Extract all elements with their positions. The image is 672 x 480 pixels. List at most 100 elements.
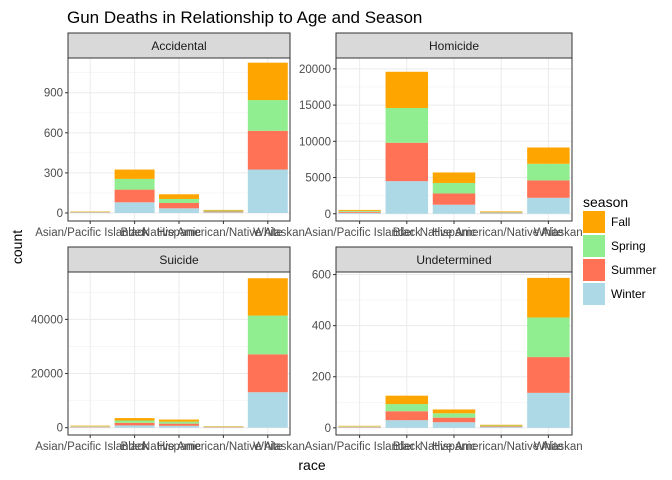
bar-segment-fall	[247, 278, 288, 316]
bar-segment-spring	[527, 317, 570, 358]
bar-segment-spring	[432, 413, 476, 418]
legend-key-winter	[583, 283, 605, 305]
x-tick-label: Native American/Native Alaskan	[142, 227, 305, 239]
legend: season Fall Spring Summer Winter	[583, 194, 656, 305]
bar-segment-spring	[479, 212, 523, 213]
bar-segment-spring	[247, 100, 288, 131]
y-tick-label: 0	[57, 208, 63, 220]
bar-segment-fall	[385, 71, 429, 108]
y-tick-label: 20000	[31, 369, 63, 381]
bar-segment-summer	[203, 211, 244, 213]
bar-segment-summer	[432, 417, 476, 423]
y-tick-label: 20000	[299, 64, 331, 76]
legend-title: season	[583, 194, 628, 210]
bar-segment-spring	[479, 425, 523, 427]
bar-segment-summer	[385, 142, 429, 182]
x-tick-label: White	[534, 441, 563, 453]
bar-segment-summer	[385, 411, 429, 421]
bar-segment-summer	[114, 189, 155, 203]
facet-strip-label: Suicide	[159, 253, 199, 267]
bar-segment-winter	[527, 197, 570, 214]
bar-segment-spring	[385, 404, 429, 412]
x-tick-label: Native American/Native Alaskan	[142, 441, 305, 453]
bar-segment-summer	[247, 130, 288, 170]
bar-segment-winter	[114, 425, 155, 428]
x-tick-label: Black	[121, 441, 149, 453]
y-tick-label: 0	[57, 423, 63, 435]
bar-segment-summer	[159, 423, 199, 426]
bar-segment-fall	[479, 211, 523, 213]
bar-segment-spring	[159, 198, 199, 203]
legend-key-spring	[583, 235, 605, 257]
bar-segment-winter	[432, 204, 476, 214]
bar-segment-fall	[432, 172, 476, 183]
facet-strip	[335, 32, 573, 59]
bar-segment-fall	[114, 169, 155, 179]
x-tick-label: Black	[121, 227, 149, 239]
x-tick-label: Native American/Native Alaskan	[420, 227, 583, 239]
y-tick-label: 0	[325, 209, 331, 221]
legend-key-fall	[583, 211, 605, 233]
facet-strip	[67, 246, 291, 273]
bar-segment-winter	[527, 392, 570, 428]
legend-label: Summer	[611, 263, 656, 277]
legend-label: Winter	[611, 287, 646, 301]
bar-segment-fall	[203, 209, 244, 211]
x-tick-label: White	[253, 441, 282, 453]
facet-strip-label: Accidental	[151, 39, 206, 53]
bar-segment-fall	[479, 424, 523, 426]
x-tick-label: Hispanic	[432, 227, 476, 239]
y-tick-label: 5000	[305, 173, 331, 185]
legend-label: Spring	[611, 239, 646, 253]
panel-accidental: Accidental 0 300 600 900 Asian/Pacific Island…	[35, 32, 305, 239]
bar-segment-spring	[527, 163, 570, 181]
bar-segment-winter	[338, 427, 381, 428]
bar-segment-winter	[385, 420, 429, 428]
legend-key-summer	[583, 259, 605, 281]
bar-segment-summer	[338, 426, 381, 428]
bar-segment-winter	[114, 202, 155, 213]
y-axis-title: count	[9, 230, 25, 264]
bar-segment-fall	[527, 277, 570, 318]
bar-segment-winter	[203, 212, 244, 213]
bar-segment-fall	[247, 62, 288, 101]
x-tick-label: Asian/Pacific Islander	[35, 227, 145, 239]
bar-segment-summer	[527, 357, 570, 393]
bar-segment-fall	[159, 419, 199, 422]
bar-segment-spring	[159, 421, 199, 424]
bar-segment-winter	[385, 181, 429, 214]
bar-segment-winter	[247, 392, 288, 428]
bar-segment-fall	[432, 409, 476, 414]
x-tick-label: Asian/Pacific Islander	[305, 441, 415, 453]
bar-segment-spring	[247, 315, 288, 355]
bar-segment-fall	[338, 425, 381, 427]
facet-strip-label: Homicide	[429, 39, 479, 53]
facet-panels: Accidental 0 300 600 900 Asian/Pacific Island…	[31, 32, 583, 453]
bar-segment-winter	[479, 213, 523, 214]
x-tick-label: Black	[393, 441, 421, 453]
bar-segment-summer	[159, 202, 199, 209]
facet-strip	[335, 246, 573, 273]
bar-segment-summer	[479, 426, 523, 428]
bar-segment-winter	[479, 427, 523, 428]
bar-segment-summer	[114, 422, 155, 426]
legend-label: Fall	[611, 215, 630, 229]
y-tick-label: 40000	[31, 314, 63, 326]
y-tick-label: 900	[44, 88, 63, 100]
bar-segment-fall	[385, 395, 429, 405]
x-tick-label: Black	[393, 227, 421, 239]
facet-strip-label: Undetermined	[416, 253, 491, 267]
bar-segment-fall	[159, 194, 199, 199]
bar-segment-summer	[247, 354, 288, 393]
bar-segment-summer	[527, 180, 570, 198]
panel-suicide: Suicide 0 20000 40000 Asian/Pacific Islander…	[31, 246, 305, 453]
x-tick-label: Asian/Pacific Islander	[35, 441, 145, 453]
x-axis-title: race	[298, 457, 325, 473]
bar-segment-summer	[479, 212, 523, 214]
bar-segment-fall	[527, 147, 570, 164]
y-tick-label: 15000	[299, 100, 331, 112]
y-tick-label: 400	[312, 321, 331, 333]
bar-segment-fall	[70, 425, 111, 427]
bar-segment-spring	[338, 210, 381, 212]
